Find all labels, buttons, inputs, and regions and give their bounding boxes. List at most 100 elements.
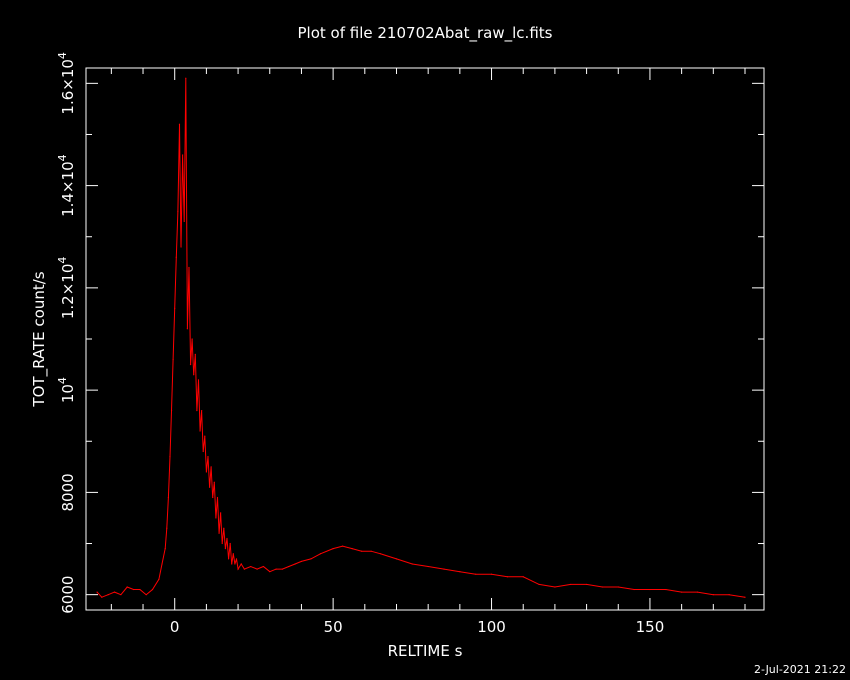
series-point xyxy=(538,583,540,586)
series-point xyxy=(216,496,219,499)
series-point xyxy=(126,586,128,588)
series-point xyxy=(229,542,231,545)
series-point xyxy=(281,568,284,570)
series-point xyxy=(696,591,699,593)
series-point xyxy=(113,591,116,593)
plot-timestamp: 2-Jul-2021 21:22 xyxy=(754,663,846,676)
series-point xyxy=(224,548,227,550)
series-point xyxy=(120,594,122,596)
y-tick-labels: 6000 8000 104 1.2×104 1.4×104 1.6×104 xyxy=(56,52,77,614)
series-point xyxy=(158,578,160,580)
series-point xyxy=(174,307,176,309)
series-point xyxy=(132,588,135,591)
series-point xyxy=(207,456,209,458)
series-point xyxy=(506,576,508,578)
series-point xyxy=(201,409,203,412)
series-point xyxy=(522,576,524,578)
series-point xyxy=(185,77,187,79)
series-point xyxy=(223,527,225,529)
y-tick-label: 8000 xyxy=(59,473,77,511)
x-tick-label: 150 xyxy=(636,618,665,636)
y-tick-label: 1.4×104 xyxy=(56,154,77,217)
series-point xyxy=(191,338,193,340)
series-point xyxy=(193,374,195,376)
series-point xyxy=(269,571,271,573)
series-point xyxy=(250,565,252,568)
plot-frame xyxy=(85,67,765,611)
series-point xyxy=(231,563,233,565)
series-point xyxy=(189,363,192,366)
series-point xyxy=(395,558,398,560)
x-tick-label: 0 xyxy=(170,618,180,636)
series-point xyxy=(554,586,556,588)
series-point xyxy=(145,594,147,596)
series-point xyxy=(665,588,667,591)
series-point xyxy=(570,583,572,586)
x-tick-label: 50 xyxy=(324,618,343,636)
series-point xyxy=(427,565,429,568)
series-point xyxy=(213,481,215,483)
series-point xyxy=(180,246,182,248)
y-tick-label: 6000 xyxy=(59,576,77,614)
y-tick-label: 1.6×104 xyxy=(56,52,77,115)
series-point xyxy=(196,409,198,412)
series-point xyxy=(169,456,171,458)
series-point xyxy=(107,594,109,596)
series-point xyxy=(167,496,169,499)
series-point xyxy=(380,553,382,555)
series-point xyxy=(310,558,312,560)
series-point xyxy=(411,563,413,565)
series-point xyxy=(215,517,217,519)
series-point xyxy=(633,588,635,591)
series-point xyxy=(459,571,461,573)
series-point xyxy=(262,565,265,568)
x-tick-labels: 0 50 100 150 xyxy=(170,618,664,636)
series-point xyxy=(227,558,230,560)
y-tick-label: 104 xyxy=(56,377,77,403)
series-point xyxy=(166,527,168,529)
axis-ticks xyxy=(86,68,764,610)
series-point xyxy=(151,588,154,591)
series-point xyxy=(744,596,746,598)
series-point xyxy=(188,266,190,269)
series-point xyxy=(197,379,200,381)
series-point xyxy=(175,256,177,258)
series-point xyxy=(220,512,222,514)
series-point xyxy=(294,563,296,565)
series-point xyxy=(183,220,185,222)
series-point xyxy=(361,550,363,552)
series-point xyxy=(204,435,206,437)
series-point xyxy=(199,430,201,432)
series-point xyxy=(351,548,353,550)
series-point xyxy=(208,486,211,488)
series-point xyxy=(212,496,214,499)
series-points xyxy=(96,77,746,598)
series-point xyxy=(275,568,277,570)
y-tick-label: 1.2×104 xyxy=(56,257,77,320)
series-point xyxy=(202,450,204,453)
series-point xyxy=(101,596,103,598)
series-point xyxy=(178,123,181,125)
chart-title: Plot of file 210702Abat_raw_lc.fits xyxy=(298,24,553,43)
series-point xyxy=(443,568,445,570)
series-point xyxy=(218,532,220,534)
x-axis-label: RELTIME s xyxy=(388,642,463,660)
series-point xyxy=(194,353,196,355)
series-point xyxy=(161,563,163,565)
series-point xyxy=(232,553,234,555)
series-point xyxy=(186,328,188,330)
series-point xyxy=(237,568,239,570)
series-point xyxy=(240,563,242,565)
series-point xyxy=(164,548,166,550)
series-point xyxy=(221,542,223,545)
series-point xyxy=(182,154,184,156)
series-point xyxy=(172,358,174,361)
series-point xyxy=(712,594,714,596)
series-point xyxy=(170,409,173,412)
series-point xyxy=(300,560,303,563)
series-point xyxy=(234,563,236,565)
series-point xyxy=(235,558,238,560)
series-point xyxy=(617,586,619,588)
series-point xyxy=(370,550,372,552)
